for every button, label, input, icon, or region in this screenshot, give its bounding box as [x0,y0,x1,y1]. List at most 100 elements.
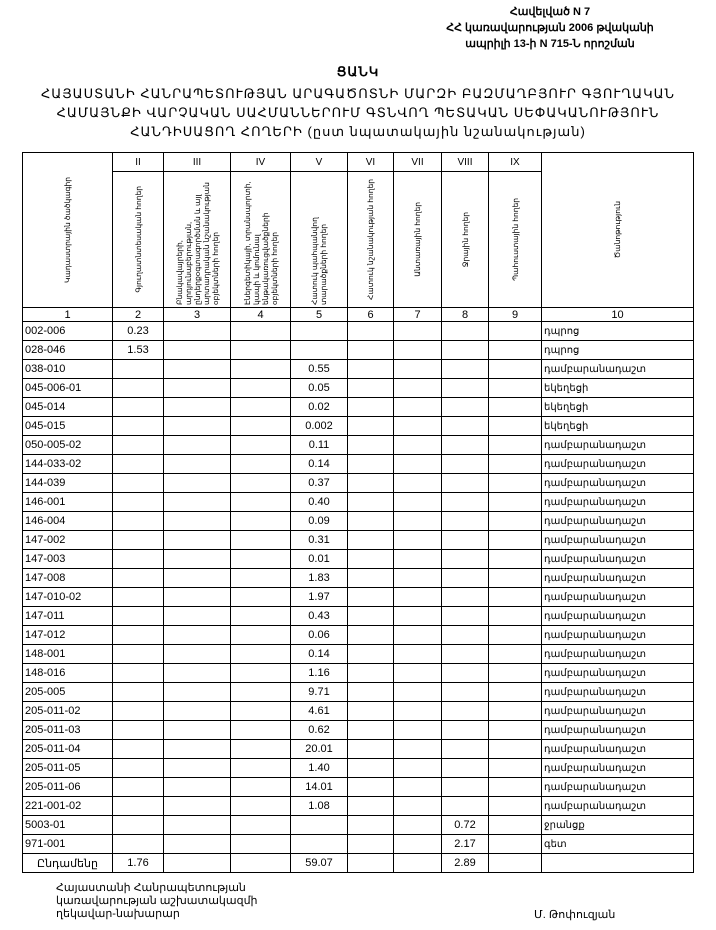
area-cell: 1.40 [290,758,348,778]
total-cell [347,853,394,873]
area-cell [163,777,231,797]
column-roman-numeral: V [290,152,348,172]
area-cell [347,682,394,702]
area-cell: 0.02 [290,397,348,417]
area-cell [393,416,442,436]
area-cell: 20.01 [290,739,348,759]
area-cell [488,378,542,398]
cadastral-code-cell: 002-006 [22,321,113,341]
area-cell: 0.62 [290,720,348,740]
area-cell [230,549,291,569]
column-header: Ջրային հողեր [441,171,489,308]
column-header-text: Էներգետիկայի, տրանսպորտի, կապի և կոմունա… [242,180,279,305]
area-cell [163,359,231,379]
area-cell [347,758,394,778]
land-table: Կադաստրային ծածկագիր II III IV V VI VII VIII IX Ծ… [22,152,694,873]
area-cell [163,796,231,816]
column-header: Հատուկ պահպանվող տարածքների հողեր [290,171,348,308]
cadastral-code-cell: 205-005 [22,682,113,702]
area-cell [163,473,231,493]
area-cell [112,777,164,797]
note-cell: դամբարանադաշտ [541,549,694,569]
appendix-line: ապրիլի 13-ի N 715-Ն որոշման [465,38,635,50]
total-cell: 1.76 [112,853,164,873]
area-cell [347,454,394,474]
area-cell [347,587,394,607]
table-row: 144-033-02 0.14 դամբարանադաշտ [22,454,694,474]
area-cell [230,587,291,607]
cadastral-code-cell: 045-006-01 [22,378,113,398]
note-cell: դամբարանադաշտ [541,720,694,740]
area-cell [112,758,164,778]
signatory-line: Հայաստանի Հանրապետության [56,882,246,894]
cadastral-code-cell: 221-001-02 [22,796,113,816]
area-cell [163,606,231,626]
area-cell [488,587,542,607]
table-row: 045-014 0.02 եկեղեցի [22,397,694,417]
area-cell [347,321,394,341]
area-cell [112,454,164,474]
note-cell: գետ [541,834,694,854]
table-row: 971-001 2.17 գետ [22,834,694,854]
area-cell [163,663,231,683]
area-cell [112,549,164,569]
area-cell [441,568,489,588]
area-cell [347,777,394,797]
note-cell: դամբարանադաշտ [541,682,694,702]
area-cell [163,587,231,607]
area-cell [163,568,231,588]
area-cell [112,530,164,550]
cadastral-code-cell: 146-004 [22,511,113,531]
cadastral-code-cell: 147-012 [22,625,113,645]
total-cell: 59.07 [290,853,348,873]
area-cell [393,511,442,531]
cadastral-code-cell: 050-005-02 [22,435,113,455]
area-cell [347,720,394,740]
table-row: 148-016 1.16 դամբարանադաշտ [22,663,694,683]
column-header-text: Բնակավայրերի, արդյունաբերության, ընդերքօ… [174,181,220,305]
area-cell: 0.14 [290,454,348,474]
table-row: 148-001 0.14 դամբարանադաշտ [22,644,694,664]
area-cell [488,530,542,550]
area-cell [112,625,164,645]
table-row: 147-008 1.83 դամբարանադաշտ [22,568,694,588]
area-cell [441,397,489,417]
column-number: 8 [441,307,489,322]
table-row: 050-005-02 0.11 դամբարանադաշտ [22,435,694,455]
area-cell [393,815,442,835]
note-cell: դամբարանադաշտ [541,587,694,607]
area-cell [347,739,394,759]
cadastral-code-cell: 045-014 [22,397,113,417]
area-cell [393,492,442,512]
area-cell [163,321,231,341]
table-row: 147-010-02 1.97 դամբարանադաշտ [22,587,694,607]
area-cell [163,492,231,512]
cadastral-code-cell: 146-001 [22,492,113,512]
total-cell [230,853,291,873]
subtitle-line: ՀԱՆԴԻՍԱՑՈՂ ՀՈՂԵՐԻ (ըստ նպատակային նշանակ… [130,124,586,139]
column-header: Կադաստրային ծածկագիր [22,152,113,308]
note-cell: դամբարանադաշտ [541,796,694,816]
document-title: ՑԱՆԿ [336,64,380,79]
total-cell [393,853,442,873]
cadastral-code-cell: 028-046 [22,340,113,360]
area-cell [112,473,164,493]
area-cell [230,530,291,550]
note-cell: ջրանցք [541,815,694,835]
column-number: 4 [230,307,291,322]
area-cell [230,663,291,683]
area-cell [441,492,489,512]
area-cell [441,378,489,398]
column-header: Էներգետիկայի, տրանսպորտի, կապի և կոմունա… [230,171,291,308]
area-cell [230,492,291,512]
area-cell [488,739,542,759]
area-cell [488,606,542,626]
cadastral-code-cell: 147-002 [22,530,113,550]
area-cell [163,435,231,455]
appendix-line: ՀՀ կառավարության 2006 թվականի [446,22,654,34]
column-header-text: Անտառային հողեր [413,202,422,277]
area-cell [441,606,489,626]
column-number: 3 [163,307,231,322]
area-cell [441,625,489,645]
cadastral-code-cell: 148-001 [22,644,113,664]
